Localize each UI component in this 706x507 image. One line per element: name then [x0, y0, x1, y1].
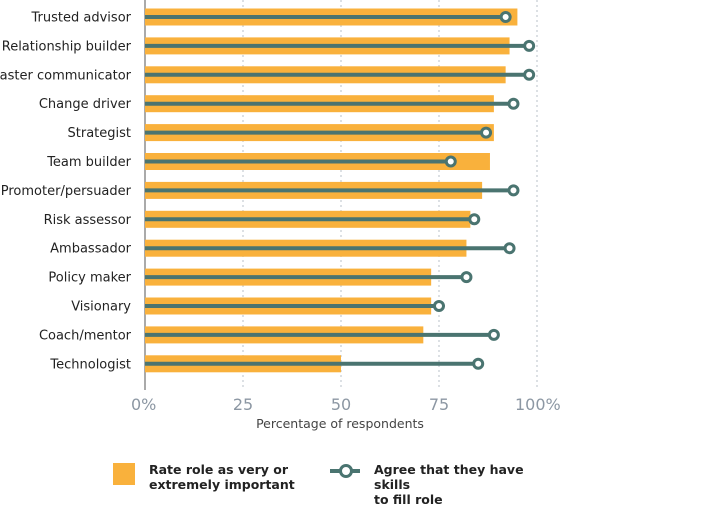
- category-labels: Trusted advisor Relationship builder Maste…: [0, 11, 132, 373]
- lollipop-bar-chart: Trusted advisor Relationship builder Maste…: [0, 0, 561, 431]
- category-label: Team builder: [46, 155, 131, 170]
- legend-line-label: Agree that they have skills to fill role: [374, 462, 524, 507]
- category-label: Strategist: [68, 126, 132, 141]
- skills-dot: [460, 271, 473, 284]
- skills-dot: [507, 184, 520, 197]
- category-label: Visionary: [71, 300, 131, 315]
- skills-dot: [523, 68, 536, 81]
- category-label: Promoter/persuader: [1, 184, 132, 199]
- skills-dot: [472, 357, 485, 370]
- category-label: Risk assessor: [44, 213, 132, 228]
- skills-dot: [507, 97, 520, 110]
- skills-dot: [468, 213, 481, 226]
- legend-bar-swatch: [113, 463, 135, 485]
- category-label: Technologist: [49, 357, 131, 372]
- category-label: Master communicator: [0, 68, 132, 83]
- x-tick-label: 25: [233, 395, 253, 414]
- x-tick-label: 100%: [515, 395, 561, 414]
- legend-bar-label: Rate role as very or extremely important: [149, 462, 295, 492]
- x-tick-label: 50: [331, 395, 351, 414]
- category-label: Relationship builder: [2, 39, 132, 54]
- legend-line-swatch: [330, 464, 360, 478]
- category-label: Change driver: [39, 97, 132, 112]
- skills-dot: [480, 126, 493, 139]
- legend-bar: Rate role as very or extremely important: [113, 462, 324, 492]
- x-tick-label: 75: [429, 395, 449, 414]
- x-tick-labels: 0% 25 50 75 100%: [131, 395, 561, 414]
- category-label: Coach/mentor: [39, 328, 132, 343]
- legend-dot-icon: [339, 464, 353, 478]
- category-label: Trusted advisor: [31, 11, 132, 26]
- skill-lollipops: [145, 11, 536, 370]
- legend-line: Agree that they have skills to fill role: [330, 462, 559, 507]
- skills-dot: [487, 328, 500, 341]
- skills-dot: [499, 11, 512, 23]
- x-tick-label: 0%: [131, 395, 156, 414]
- x-axis-title: Percentage of respondents: [256, 416, 424, 431]
- skills-dot: [503, 242, 516, 255]
- category-label: Policy maker: [48, 271, 131, 286]
- skills-dot: [444, 155, 457, 168]
- skills-dot: [433, 300, 445, 312]
- category-label: Ambassador: [50, 242, 131, 257]
- skills-dot: [523, 39, 536, 52]
